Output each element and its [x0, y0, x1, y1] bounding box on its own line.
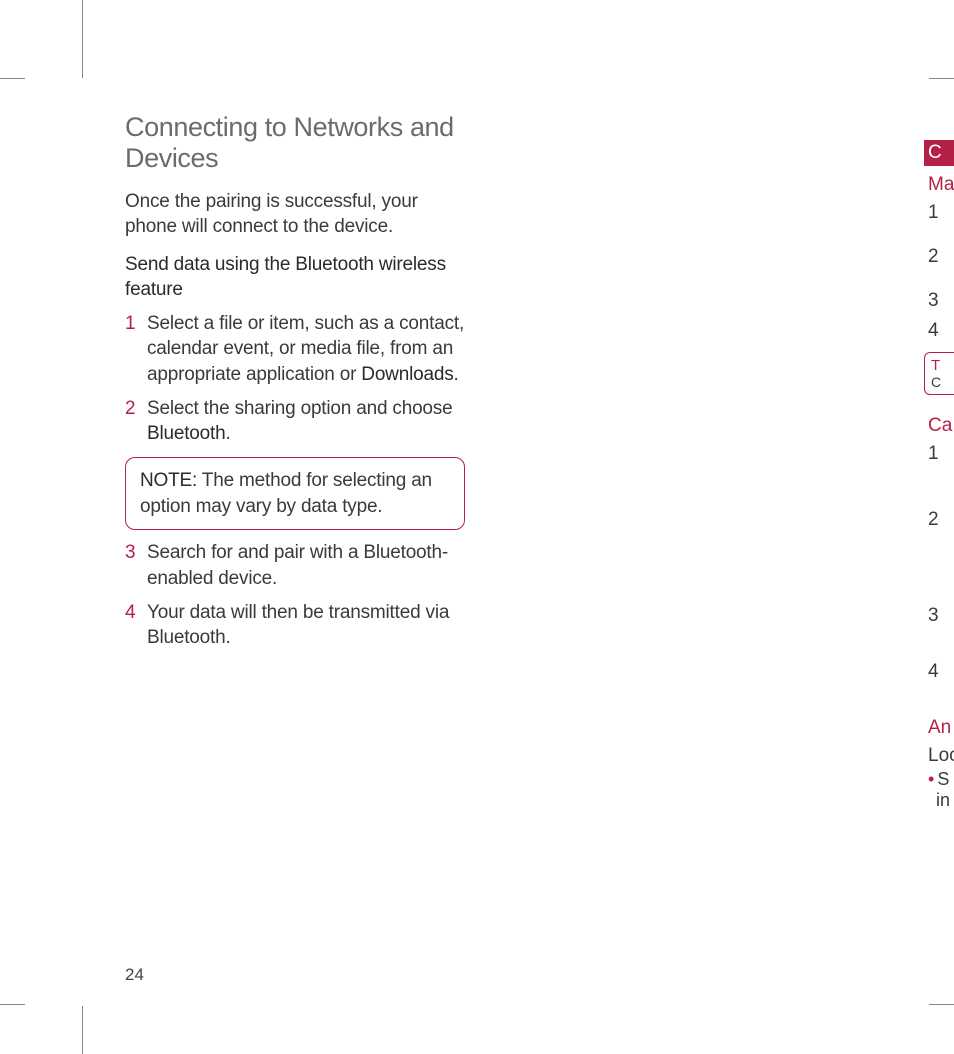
bleed-box-line: C	[931, 374, 952, 390]
note-label: NOTE:	[140, 470, 197, 491]
step-item: 2 Select the sharing option and choose B…	[125, 396, 465, 447]
crop-mark	[929, 1004, 954, 1005]
bleed-heading: Ma	[924, 172, 954, 198]
step-list-before: 1 Select a file or item, such as a conta…	[125, 311, 465, 447]
crop-mark	[82, 1006, 83, 1054]
bleed-num: 1	[924, 441, 954, 467]
bleed-note-box: T C	[924, 352, 954, 395]
crop-mark	[0, 78, 25, 79]
intro-text: Once the pairing is successful, your pho…	[125, 190, 465, 239]
step-number: 3	[125, 540, 147, 591]
bleed-subtext: Loc	[924, 743, 954, 769]
sub-heading: Send data using the Bluetooth wireless f…	[125, 253, 465, 302]
step-item: 4 Your data will then be transmitted via…	[125, 600, 465, 651]
note-box: NOTE: The method for selecting an option…	[125, 457, 465, 530]
step-text-bold: Bluetooth	[147, 423, 226, 444]
bleed-num: 1	[924, 200, 954, 226]
step-text: Select a file or item, such as a contact…	[147, 311, 465, 388]
step-item: 1 Select a file or item, such as a conta…	[125, 311, 465, 388]
step-item: 3 Search for and pair with a Bluetooth-e…	[125, 540, 465, 591]
bullet-text: in	[936, 790, 950, 811]
step-list-after: 3 Search for and pair with a Bluetooth-e…	[125, 540, 465, 651]
step-number: 4	[125, 600, 147, 651]
step-text-part: Select the sharing option and choose	[147, 398, 452, 419]
bleed-bullet: in	[924, 790, 954, 811]
crop-mark	[82, 0, 83, 78]
step-text-part: .	[226, 423, 231, 444]
step-text: Search for and pair with a Bluetooth-ena…	[147, 540, 465, 591]
bleed-num: 3	[924, 603, 954, 629]
crop-mark	[929, 78, 954, 79]
crop-mark	[0, 1004, 25, 1005]
bleed-bullet: • S	[924, 769, 954, 790]
step-number: 1	[125, 311, 147, 388]
section-title: Connecting to Networks and Devices	[125, 112, 465, 174]
bleed-num: 2	[924, 244, 954, 270]
bleed-num: 2	[924, 507, 954, 533]
page-content: Connecting to Networks and Devices Once …	[125, 112, 465, 659]
bleed-num: 4	[924, 318, 954, 344]
step-number: 2	[125, 396, 147, 447]
next-page-bleed: C Ma 1 2 3 4 T C Ca 1 2 3 4 An Loc • S i…	[924, 140, 954, 811]
bleed-tab: C	[924, 140, 954, 166]
bleed-box-line: T	[931, 357, 952, 374]
bleed-num: 3	[924, 288, 954, 314]
step-text-part: Your data will then be transmitted via B…	[147, 602, 449, 649]
step-text-part: Search for and pair with a Bluetooth-ena…	[147, 542, 448, 589]
step-text: Select the sharing option and choose Blu…	[147, 396, 465, 447]
bullet-text: S	[937, 769, 949, 790]
step-text: Your data will then be transmitted via B…	[147, 600, 465, 651]
step-text-bold: Downloads	[361, 364, 453, 385]
bleed-num: 4	[924, 659, 954, 685]
bleed-heading: Ca	[924, 413, 954, 439]
bullet-dot: •	[928, 769, 934, 790]
bleed-heading: An	[924, 715, 954, 741]
step-text-part: .	[454, 364, 459, 385]
page-number: 24	[125, 965, 144, 985]
